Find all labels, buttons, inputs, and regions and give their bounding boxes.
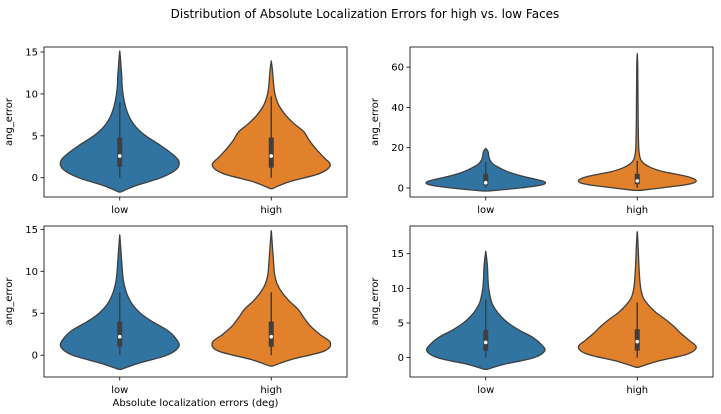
ytick-label-10: 10 <box>25 89 38 100</box>
axes-frame <box>43 46 348 198</box>
ytick-label-0: 0 <box>32 173 38 184</box>
ytick-label-40: 40 <box>391 103 404 114</box>
ytick-label-5: 5 <box>32 131 38 142</box>
iqr-box-low <box>483 173 489 186</box>
violin-high <box>577 230 697 368</box>
xtick-label-high: high <box>626 385 648 396</box>
ytick-label-10: 10 <box>25 267 38 278</box>
axes-frame <box>409 225 714 378</box>
y-axis-label: ang_error <box>4 97 15 146</box>
ytick-label-20: 20 <box>391 143 404 154</box>
figure-suptitle: Distribution of Absolute Localization Er… <box>171 7 560 21</box>
median-low <box>117 154 122 158</box>
axes-frame <box>409 46 714 198</box>
panel-top-right: low high 0 20 40 60 ang_error <box>370 46 714 216</box>
ytick-label-5: 5 <box>32 309 38 320</box>
median-low <box>117 334 122 339</box>
axes-frame <box>43 225 348 378</box>
ytick-label-10: 10 <box>391 284 404 295</box>
median-high <box>269 334 274 339</box>
iqr-box-low <box>117 137 123 167</box>
ytick-label-0: 0 <box>398 183 404 194</box>
median-low <box>483 180 488 185</box>
ytick-label-0: 0 <box>398 353 404 364</box>
panel-bottom-left: low high 0 5 10 15 ang_error Absolute localizat… <box>4 225 348 409</box>
median-high <box>635 179 640 183</box>
y-axis-label: ang_error <box>4 277 15 326</box>
panel-bottom-right: low high 0 5 10 15 ang_error <box>370 225 714 396</box>
xtick-label-low: low <box>477 385 494 396</box>
median-high <box>269 154 274 158</box>
iqr-box-high <box>268 321 274 347</box>
iqr-box-low <box>117 321 123 347</box>
violin-high <box>577 52 697 192</box>
ytick-label-15: 15 <box>391 249 404 260</box>
ytick-label-15: 15 <box>25 48 38 59</box>
y-axis-label: ang_error <box>370 97 381 146</box>
iqr-box-low <box>483 329 489 351</box>
panel-top-left: low high 0 5 10 15 ang_error <box>4 46 348 216</box>
iqr-box-high <box>268 137 274 168</box>
ytick-label-15: 15 <box>25 225 38 236</box>
xtick-label-high: high <box>626 205 648 216</box>
ytick-label-5: 5 <box>398 318 404 329</box>
xtick-label-high: high <box>260 205 282 216</box>
y-axis-label: ang_error <box>370 277 381 326</box>
x-axis-label: Absolute localization errors (deg) <box>113 398 279 409</box>
xtick-label-low: low <box>111 205 128 216</box>
xtick-label-high: high <box>260 385 282 396</box>
median-low <box>483 340 488 345</box>
xtick-label-low: low <box>477 205 494 216</box>
iqr-box-high <box>634 173 640 185</box>
ytick-label-0: 0 <box>32 351 38 362</box>
median-high <box>635 339 640 344</box>
ytick-label-60: 60 <box>391 63 404 74</box>
xtick-label-low: low <box>111 385 128 396</box>
